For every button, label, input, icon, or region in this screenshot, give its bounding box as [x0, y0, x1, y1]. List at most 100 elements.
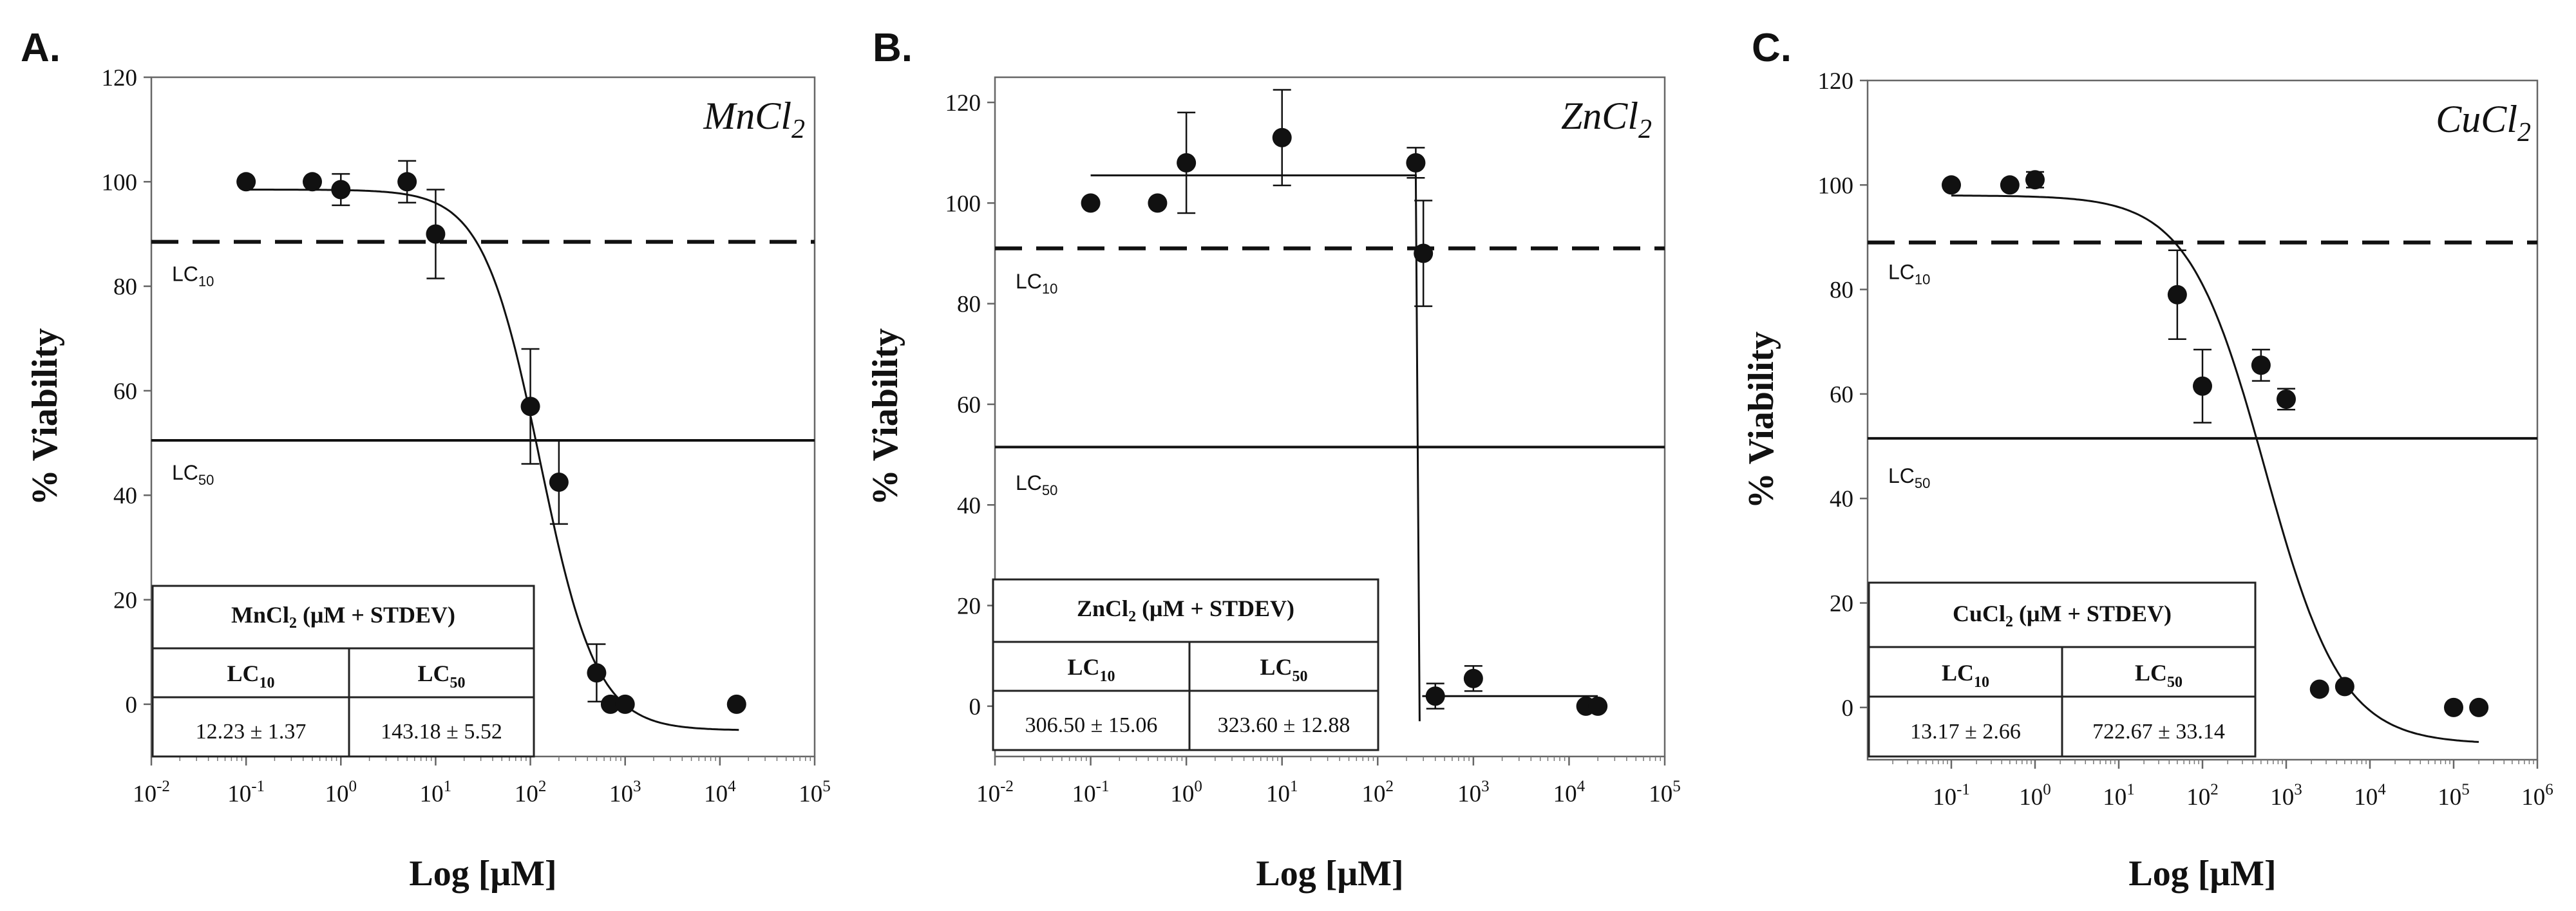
lc50-label: LC50	[1016, 471, 1057, 498]
table-header-base: LC	[1260, 654, 1292, 680]
table-header: LC10	[1942, 660, 1989, 691]
x-tick-label-exp: 1	[1290, 778, 1298, 795]
data-point	[520, 397, 540, 417]
x-tick-label-base: 10	[2019, 784, 2043, 811]
x-tick-label: 102	[1362, 778, 1394, 807]
x-tick-label-base: 10	[2354, 784, 2378, 811]
data-point	[600, 694, 620, 714]
y-tick-label: 60	[113, 379, 137, 405]
data-point	[236, 172, 256, 192]
table-title-base: MnCl	[231, 602, 289, 628]
y-tick-label: 100	[102, 169, 138, 196]
data-point	[2469, 697, 2489, 717]
compound-label: ZnCl2	[1561, 95, 1652, 144]
x-tick-label-exp: -2	[1000, 778, 1014, 795]
data-point	[302, 172, 322, 192]
x-tick-label: 103	[1457, 778, 1490, 807]
x-tick-label-exp: 3	[2294, 781, 2302, 798]
x-tick-label: 10-1	[1072, 778, 1110, 807]
y-tick-label: 60	[957, 392, 981, 418]
ref-label-sub: 50	[1915, 475, 1930, 491]
fit-curve	[246, 189, 739, 731]
ref-label-base: LC	[1016, 471, 1042, 494]
x-axis-title: Log [μM]	[1256, 854, 1403, 894]
x-tick-label-exp: -1	[251, 778, 265, 795]
plot-frame	[994, 76, 1666, 758]
x-tick-label-base: 10	[1170, 781, 1194, 807]
data-point	[1148, 193, 1168, 213]
y-tick-label: 20	[113, 588, 137, 614]
x-tick-label-exp: 1	[444, 778, 452, 795]
lc10-label: LC10	[1888, 260, 1930, 287]
data-point	[2025, 170, 2045, 190]
x-tick-label-exp: 2	[538, 778, 547, 795]
y-axis-title: % Viability	[866, 328, 905, 505]
ref-label-base: LC	[172, 461, 198, 484]
x-tick-label: 103	[609, 778, 641, 807]
data-point	[1406, 153, 1426, 173]
y-tick-label: 0	[969, 694, 981, 720]
table-title-sub: 2	[1128, 608, 1136, 625]
x-tick-label-base: 10	[704, 781, 728, 807]
table-title-sub: 2	[289, 615, 297, 632]
x-tick-label-exp: 2	[1386, 778, 1394, 795]
x-tick-label: 105	[1649, 778, 1681, 807]
data-point	[2309, 679, 2329, 699]
y-tick-label: 120	[102, 65, 138, 91]
lc10-label: LC10	[1016, 270, 1057, 297]
compound-sub: 2	[2517, 118, 2531, 147]
data-point	[2167, 285, 2187, 305]
x-tick-label-exp: -2	[156, 778, 170, 795]
x-tick-label-exp: 0	[2043, 781, 2051, 798]
table-value: 12.23 ± 1.37	[196, 720, 307, 744]
data-point	[2334, 677, 2354, 697]
y-tick-label: 100	[945, 191, 981, 217]
compound-base: ZnCl	[1561, 95, 1638, 137]
ref-label-base: LC	[1888, 260, 1915, 283]
data-point	[1081, 193, 1101, 213]
x-tick-label: 103	[2270, 781, 2302, 811]
table-value: 306.50 ± 15.06	[1025, 713, 1158, 737]
data-point	[587, 663, 607, 683]
data-point	[1414, 243, 1434, 263]
data-point	[2251, 355, 2271, 375]
x-tick-label-base: 10	[2270, 784, 2294, 811]
data-point	[1942, 175, 1961, 195]
x-tick-label-base: 10	[1457, 781, 1481, 807]
data-point	[726, 694, 746, 714]
data-point	[549, 472, 569, 492]
lc50-label: LC50	[1888, 464, 1930, 491]
x-tick-label-base: 10	[1072, 781, 1096, 807]
data-point	[2277, 390, 2296, 409]
ref-label-sub: 10	[1915, 271, 1930, 287]
compound-label: CuCl2	[2436, 98, 2531, 147]
table-header-base: LC	[417, 661, 450, 686]
y-tick-label: 120	[945, 90, 981, 117]
y-tick-label: 120	[1818, 68, 1854, 95]
table-header-sub: 50	[450, 675, 466, 691]
table-frame	[151, 585, 535, 758]
data-point	[1463, 668, 1483, 688]
x-tick-label: 10-2	[133, 778, 170, 807]
x-tick-label: 104	[2354, 781, 2386, 811]
table-header-sub: 50	[1293, 668, 1308, 685]
x-tick-label: 10-1	[1933, 781, 1970, 811]
table-title: CuCl2 (μM + STDEV)	[1953, 601, 2172, 630]
x-tick-label-base: 10	[2521, 784, 2545, 811]
x-tick-label-exp: 5	[822, 778, 831, 795]
x-tick-label-exp: 0	[1194, 778, 1202, 795]
data-point	[1425, 686, 1445, 706]
lc10-label: LC10	[172, 263, 214, 290]
y-tick-label: 100	[1818, 173, 1854, 199]
ref-label-sub: 10	[1042, 281, 1057, 297]
y-tick-label: 20	[1830, 591, 1853, 617]
table-header-base: LC	[1942, 660, 1974, 686]
y-tick-label: 40	[957, 493, 981, 519]
x-tick-label: 10-1	[227, 778, 265, 807]
compound-sub: 2	[1638, 115, 1652, 144]
ref-label-base: LC	[1888, 464, 1915, 487]
data-point	[2193, 376, 2212, 396]
